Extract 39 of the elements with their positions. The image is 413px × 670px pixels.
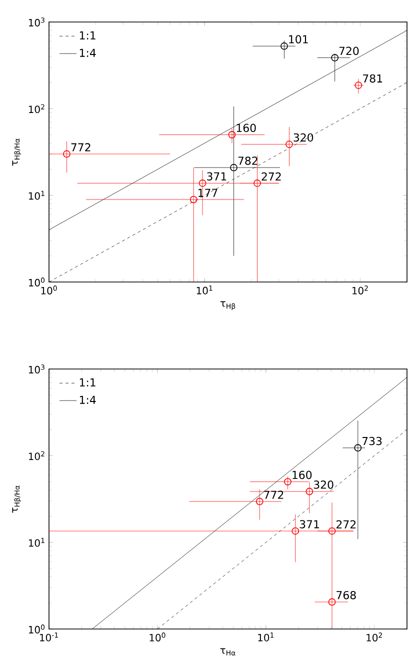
annotation: 320 [314, 480, 334, 489]
annotation: 772 [71, 143, 90, 152]
legend-label: 1:4 [80, 48, 96, 57]
annotation: 720 [339, 46, 359, 56]
y-tick-label: 10$^{3}$ [28, 364, 44, 374]
x-tick-label: 10$^{1}$ [196, 286, 212, 294]
legend-label: 1:1 [80, 31, 96, 40]
y-tick-label: 10$^{0}$ [28, 278, 45, 286]
y-axis-title: τ$_{Hβ/Hα}$ [12, 486, 22, 513]
y-tick-label: 10$^{2}$ [28, 104, 44, 114]
annotation: 733 [362, 436, 382, 446]
annotation: 781 [363, 74, 382, 83]
legend-label: 1:4 [80, 396, 96, 404]
x-tick-label: 10$^{2}$ [366, 632, 382, 642]
x-tick-label: 10$^{0}$ [41, 286, 57, 294]
annotation: 272 [336, 520, 356, 528]
y-axis-title: τ$_{Hβ/Hα}$ [12, 138, 22, 166]
annotation: 772 [264, 490, 284, 499]
annotation: 371 [300, 520, 319, 528]
annotation: 768 [336, 591, 356, 600]
annotation: 320 [294, 133, 314, 142]
annotation: 160 [292, 470, 312, 480]
annotation: 177 [198, 188, 218, 197]
x-axis-title: τ$_{Hβ}$ [220, 301, 236, 310]
x-tick-label: 10$^{0}$ [150, 632, 166, 642]
x-tick-label: 10$^{1}$ [258, 632, 274, 642]
x-tick-label: 10$^{-1}$ [40, 632, 58, 642]
y-tick-label: 10$^{3}$ [28, 18, 44, 26]
legend-label: 1:1 [80, 378, 96, 386]
x-tick-label: 10$^{2}$ [352, 286, 368, 294]
x-axis-title: τ$_{Hα}$ [220, 648, 236, 656]
y-tick-label: 10$^{2}$ [28, 451, 44, 460]
annotation: 272 [262, 172, 281, 181]
y-tick-label: 10$^{0}$ [28, 624, 45, 634]
annotation: 160 [236, 124, 256, 132]
y-tick-label: 10$^{1}$ [28, 538, 44, 547]
annotation: 371 [207, 172, 226, 181]
annotation: 101 [289, 35, 308, 44]
y-tick-label: 10$^{1}$ [28, 190, 44, 200]
